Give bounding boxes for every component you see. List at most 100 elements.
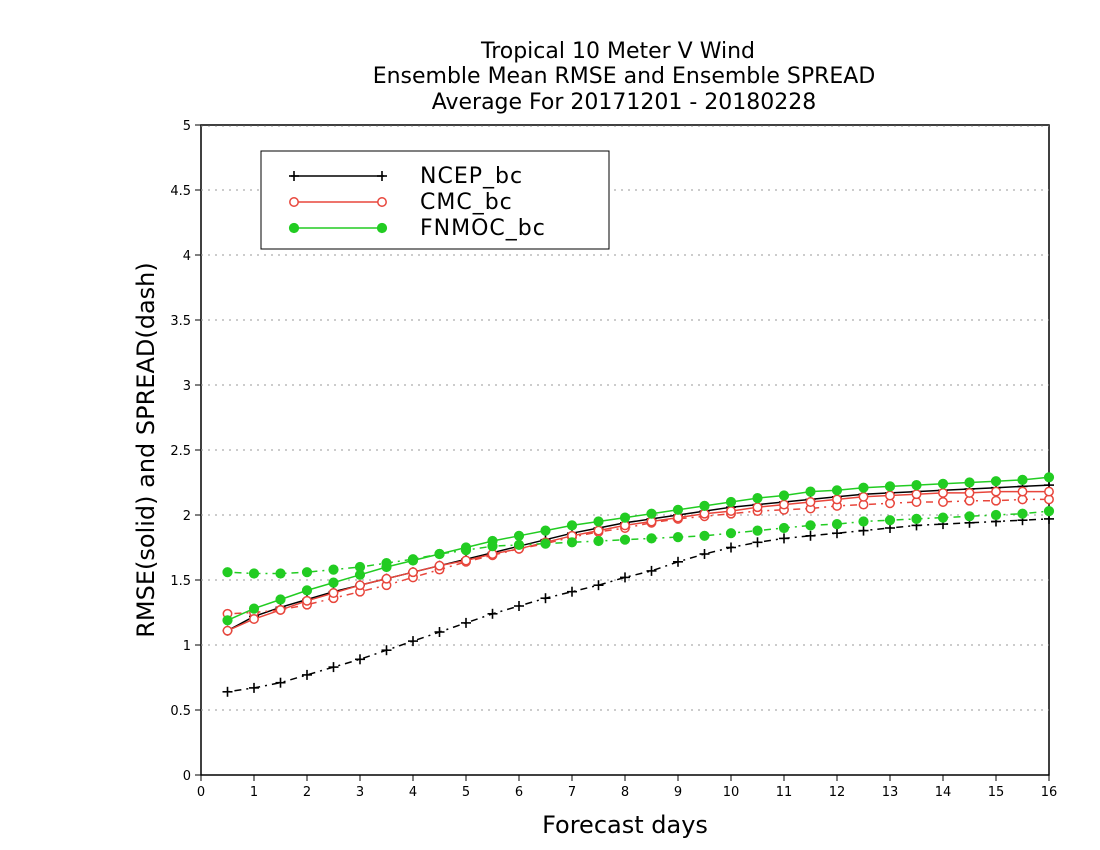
point-rmse-fnmoc_bc	[301, 585, 313, 596]
point-rmse-cmc_bc	[328, 588, 339, 598]
point-spread-ncep_bc	[699, 549, 710, 559]
point-rmse-fnmoc_bc	[487, 535, 498, 547]
point-spread-ncep_bc	[779, 533, 789, 544]
point-rmse-fnmoc_bc	[990, 476, 1002, 487]
point-spread-fnmoc_bc	[858, 516, 869, 527]
x-axis-label: Forecast days	[542, 811, 708, 839]
y-axis-label: RMSE(solid) and SPREAD(dash)	[132, 262, 160, 638]
point-rmse-cmc_bc	[885, 490, 895, 501]
y-tick-label: 4	[183, 249, 191, 264]
point-rmse-fnmoc_bc	[222, 615, 233, 626]
point-rmse-cmc_bc	[779, 499, 789, 510]
x-tick-label: 11	[776, 785, 793, 800]
point-rmse-cmc_bc	[461, 555, 471, 566]
point-spread-ncep_bc	[646, 565, 657, 576]
y-tick-label: 1	[183, 639, 191, 654]
series-spread-line-ncep_bc	[227, 518, 1050, 693]
chart-title-line-1: Tropical 10 Meter V Wind	[480, 39, 755, 64]
point-rmse-fnmoc_bc	[725, 496, 737, 508]
x-tick-label: 5	[462, 785, 470, 800]
point-rmse-fnmoc_bc	[884, 481, 896, 492]
series-rmse-line-cmc_bc	[227, 490, 1049, 632]
chart-title-line-2: Ensemble Mean RMSE and Ensemble SPREAD	[373, 64, 876, 89]
point-rmse-fnmoc_bc	[248, 603, 260, 614]
x-tick-label: 6	[515, 785, 523, 800]
point-spread-fnmoc_bc	[672, 532, 684, 543]
point-spread-fnmoc_bc	[540, 538, 551, 549]
point-spread-fnmoc_bc	[964, 511, 975, 522]
point-spread-fnmoc_bc	[593, 535, 604, 547]
point-rmse-cmc_bc	[726, 506, 736, 517]
point-spread-ncep_bc	[222, 686, 233, 697]
legend-box	[260, 150, 610, 250]
point-spread-fnmoc_bc	[513, 539, 525, 551]
point-spread-ncep_bc	[673, 556, 683, 567]
point-spread-ncep_bc	[752, 537, 763, 548]
x-tick-label: 12	[829, 785, 846, 800]
y-tick-label: 2	[183, 509, 191, 524]
point-rmse-fnmoc_bc	[1043, 472, 1055, 483]
point-rmse-fnmoc_bc	[858, 482, 869, 493]
series-spread-line-cmc_bc	[227, 498, 1049, 615]
point-rmse-fnmoc_bc	[1017, 474, 1028, 485]
point-rmse-fnmoc_bc	[805, 486, 816, 497]
point-spread-fnmoc_bc	[805, 520, 816, 531]
y-tick-label: 2.5	[170, 444, 191, 459]
point-spread-fnmoc_bc	[566, 537, 578, 548]
x-tick-label: 2	[303, 785, 311, 800]
point-rmse-fnmoc_bc	[354, 569, 366, 580]
legend-marker-fnmoc_bc	[376, 222, 388, 234]
point-rmse-fnmoc_bc	[646, 508, 657, 519]
point-rmse-cmc_bc	[593, 525, 604, 536]
point-spread-fnmoc_bc	[911, 513, 922, 525]
point-spread-ncep_bc	[832, 528, 842, 539]
point-spread-ncep_bc	[434, 627, 445, 637]
point-spread-fnmoc_bc	[1017, 508, 1028, 519]
point-rmse-fnmoc_bc	[831, 485, 843, 496]
y-tick-label: 3.5	[170, 314, 191, 329]
point-rmse-fnmoc_bc	[672, 504, 684, 515]
chart-title-line-3: Average For 20171201 - 20180228	[432, 90, 817, 115]
point-rmse-cmc_bc	[752, 502, 763, 513]
point-spread-fnmoc_bc	[222, 567, 233, 578]
data-series	[222, 472, 1055, 697]
legend-label-ncep_bc: NCEP_bc	[420, 164, 523, 189]
point-rmse-fnmoc_bc	[619, 512, 631, 523]
point-spread-fnmoc_bc	[752, 525, 763, 536]
series-rmse-line-fnmoc_bc	[227, 476, 1050, 621]
point-rmse-cmc_bc	[858, 491, 869, 502]
point-rmse-fnmoc_bc	[434, 548, 445, 560]
point-spread-fnmoc_bc	[301, 567, 313, 578]
point-spread-fnmoc_bc	[725, 528, 737, 539]
point-rmse-fnmoc_bc	[937, 478, 949, 489]
x-tick-label: 14	[935, 785, 952, 800]
point-spread-ncep_bc	[487, 608, 498, 619]
point-rmse-cmc_bc	[434, 560, 445, 571]
point-rmse-cmc_bc	[1017, 486, 1028, 497]
point-rmse-fnmoc_bc	[699, 500, 710, 511]
legend-marker-ncep_bc	[377, 171, 387, 181]
point-spread-ncep_bc	[408, 636, 418, 647]
y-tick-label: 3	[183, 379, 191, 394]
series-spread-line-fnmoc_bc	[227, 510, 1050, 575]
x-tick-label: 10	[723, 785, 740, 800]
x-tick-label: 8	[621, 785, 629, 800]
point-rmse-fnmoc_bc	[566, 520, 578, 531]
legend-label-fnmoc_bc: FNMOC_bc	[420, 216, 546, 241]
point-spread-fnmoc_bc	[248, 568, 260, 579]
point-rmse-fnmoc_bc	[460, 542, 472, 553]
point-rmse-fnmoc_bc	[275, 594, 286, 605]
point-rmse-fnmoc_bc	[911, 480, 922, 491]
series-rmse-line-ncep_bc	[227, 484, 1050, 632]
point-spread-ncep_bc	[328, 662, 339, 673]
legend-label-cmc_bc: CMC_bc	[420, 190, 513, 215]
y-tick-label: 0.5	[170, 704, 191, 719]
point-spread-fnmoc_bc	[937, 512, 949, 523]
point-spread-fnmoc_bc	[646, 533, 657, 544]
point-spread-ncep_bc	[593, 580, 604, 591]
point-spread-fnmoc_bc	[619, 534, 631, 545]
x-tick-label: 15	[988, 785, 1005, 800]
